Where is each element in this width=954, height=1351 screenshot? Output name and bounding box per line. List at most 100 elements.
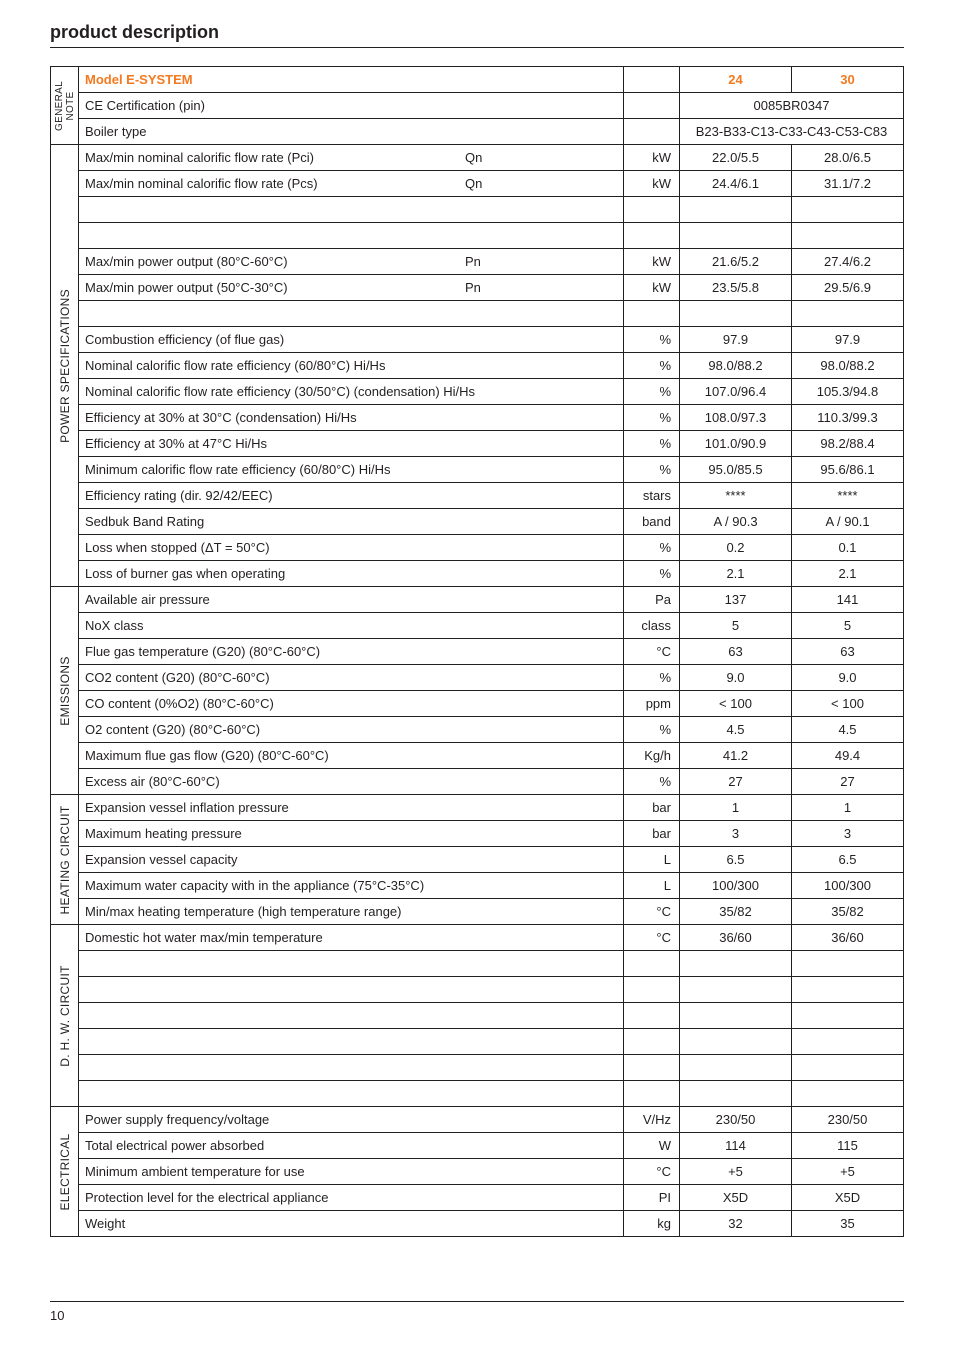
category-electrical: ELECTRICAL: [51, 1107, 79, 1237]
row-unit: band: [624, 509, 680, 535]
row-value-30: 27.4/6.2: [792, 249, 904, 275]
row-value-30: < 100: [792, 691, 904, 717]
row-value-24: 5: [680, 613, 792, 639]
row-unit: °C: [624, 925, 680, 951]
row-unit: kW: [624, 171, 680, 197]
row-unit: L: [624, 847, 680, 873]
row-value-30: 4.5: [792, 717, 904, 743]
row-value-24: 0.2: [680, 535, 792, 561]
row-value-30: 28.0/6.5: [792, 145, 904, 171]
row-value-30: 115: [792, 1133, 904, 1159]
row-value-24: 32: [680, 1211, 792, 1237]
row-value-30: 35: [792, 1211, 904, 1237]
row-value-merged: 0085BR0347: [680, 93, 904, 119]
row-unit: bar: [624, 795, 680, 821]
category-general-note: GENERALNOTE: [51, 67, 79, 145]
row-label: Available air pressure: [79, 587, 624, 613]
category-dhw: D. H. W. CIRCUIT: [51, 925, 79, 1107]
row-value-30: 27: [792, 769, 904, 795]
row-value-24: 24.4/6.1: [680, 171, 792, 197]
row-label: Loss when stopped (ΔT = 50°C): [79, 535, 624, 561]
row-value-30: A / 90.1: [792, 509, 904, 535]
header-col-24: 24: [680, 67, 792, 93]
row-value-30: 5: [792, 613, 904, 639]
row-unit: %: [624, 665, 680, 691]
page-number: 10: [50, 1308, 64, 1323]
row-value-24: 101.0/90.9: [680, 431, 792, 457]
row-label: Power supply frequency/voltage: [79, 1107, 624, 1133]
row-label: Nominal calorific flow rate efficiency (…: [79, 379, 624, 405]
row-blank: [79, 951, 624, 977]
row-value-30: 9.0: [792, 665, 904, 691]
row-value-30: 36/60: [792, 925, 904, 951]
row-value-30: 95.6/86.1: [792, 457, 904, 483]
row-unit: %: [624, 327, 680, 353]
row-label: Maximum heating pressure: [79, 821, 624, 847]
header-col-30: 30: [792, 67, 904, 93]
row-label: Boiler type: [79, 119, 624, 145]
row-label: Min/max heating temperature (high temper…: [79, 899, 624, 925]
row-label: Excess air (80°C-60°C): [79, 769, 624, 795]
row-value-24: 9.0: [680, 665, 792, 691]
row-label: Combustion efficiency (of flue gas): [79, 327, 624, 353]
row-value-30: 105.3/94.8: [792, 379, 904, 405]
row-value-30: 29.5/6.9: [792, 275, 904, 301]
category-emissions: EMISSIONS: [51, 587, 79, 795]
header-model: Model E-SYSTEM: [79, 67, 624, 93]
row-unit: W: [624, 1133, 680, 1159]
row-unit: %: [624, 561, 680, 587]
row-value-24: 3: [680, 821, 792, 847]
row-value-24: 35/82: [680, 899, 792, 925]
row-blank: [79, 197, 624, 223]
row-label: NoX class: [79, 613, 624, 639]
row-label: CO2 content (G20) (80°C-60°C): [79, 665, 624, 691]
row-value-24: 36/60: [680, 925, 792, 951]
row-value-30: 49.4: [792, 743, 904, 769]
row-value-24: 95.0/85.5: [680, 457, 792, 483]
row-value-24: 41.2: [680, 743, 792, 769]
row-blank: [79, 977, 624, 1003]
row-value-30: 3: [792, 821, 904, 847]
row-value-30: 31.1/7.2: [792, 171, 904, 197]
row-label: O2 content (G20) (80°C-60°C): [79, 717, 624, 743]
row-value-30: 230/50: [792, 1107, 904, 1133]
row-unit: bar: [624, 821, 680, 847]
row-value-30: 98.0/88.2: [792, 353, 904, 379]
category-power: POWER SPECIFICATIONS: [51, 145, 79, 587]
row-label: CE Certification (pin): [79, 93, 624, 119]
row-value-30: 98.2/88.4: [792, 431, 904, 457]
row-value-30: 141: [792, 587, 904, 613]
row-label: Expansion vessel inflation pressure: [79, 795, 624, 821]
row-unit: kW: [624, 249, 680, 275]
row-unit: [624, 119, 680, 145]
row-value-24: 107.0/96.4: [680, 379, 792, 405]
row-value-24: ****: [680, 483, 792, 509]
row-unit: kg: [624, 1211, 680, 1237]
row-label: Max/min nominal calorific flow rate (Pci…: [79, 145, 624, 171]
row-label: Sedbuk Band Rating: [79, 509, 624, 535]
row-value-30: 35/82: [792, 899, 904, 925]
row-label: Flue gas temperature (G20) (80°C-60°C): [79, 639, 624, 665]
row-value-24: 98.0/88.2: [680, 353, 792, 379]
row-unit: %: [624, 353, 680, 379]
row-blank: [79, 301, 624, 327]
row-unit: °C: [624, 1159, 680, 1185]
row-unit: PI: [624, 1185, 680, 1211]
row-label: Efficiency at 30% at 47°C Hi/Hs: [79, 431, 624, 457]
row-label: Nominal calorific flow rate efficiency (…: [79, 353, 624, 379]
row-value-24: X5D: [680, 1185, 792, 1211]
row-value-30: ****: [792, 483, 904, 509]
row-value-24: 23.5/5.8: [680, 275, 792, 301]
row-label: Efficiency at 30% at 30°C (condensation)…: [79, 405, 624, 431]
row-unit: ppm: [624, 691, 680, 717]
row-unit: %: [624, 535, 680, 561]
row-unit: °C: [624, 899, 680, 925]
row-value-24: 27: [680, 769, 792, 795]
row-value-merged: B23-B33-C13-C33-C43-C53-C83: [680, 119, 904, 145]
row-unit: Pa: [624, 587, 680, 613]
row-label: Loss of burner gas when operating: [79, 561, 624, 587]
row-label: Minimum ambient temperature for use: [79, 1159, 624, 1185]
row-unit: kW: [624, 275, 680, 301]
row-label: Domestic hot water max/min temperature: [79, 925, 624, 951]
row-label: Maximum flue gas flow (G20) (80°C-60°C): [79, 743, 624, 769]
